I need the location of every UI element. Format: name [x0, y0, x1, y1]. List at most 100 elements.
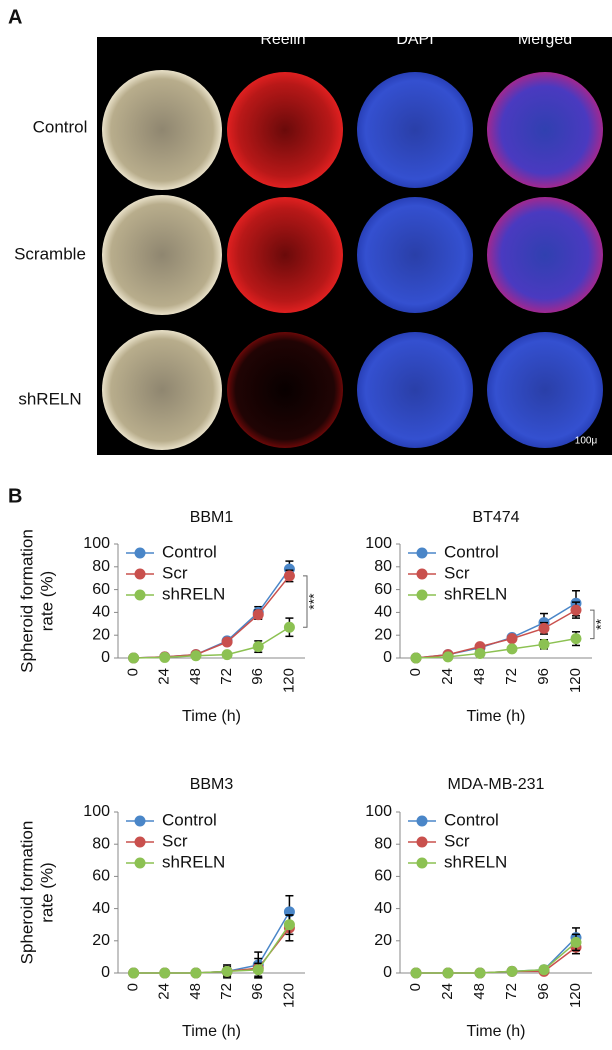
x-tick-label: 0: [407, 983, 424, 991]
x-tick-label: 0: [125, 668, 142, 676]
y-tick-label: 40: [92, 604, 110, 621]
point: [538, 622, 550, 634]
x-tick-label: 0: [125, 983, 142, 991]
x-tick-label: 48: [187, 668, 204, 685]
point: [252, 964, 264, 976]
legend-marker: [416, 836, 428, 848]
y-tick-label: 80: [374, 558, 392, 575]
y-tick-label: 20: [374, 626, 392, 643]
y-axis-label: rate (%): [37, 571, 56, 631]
x-tick-label: 24: [439, 983, 456, 1000]
x-tick-label: 72: [503, 983, 520, 1000]
point: [474, 967, 486, 979]
point: [190, 967, 202, 979]
y-tick-label: 60: [92, 581, 110, 598]
legend-marker: [416, 815, 428, 827]
panel-label: B: [8, 485, 22, 507]
point: [283, 919, 295, 931]
y-axis-label: Spheroid formation: [17, 821, 36, 965]
x-axis-label: Time (h): [182, 1023, 241, 1040]
legend-label: shRELN: [444, 852, 507, 871]
legend-label: Control: [444, 810, 499, 829]
y-tick-label: 60: [374, 868, 392, 885]
column-label: Merged: [518, 31, 572, 48]
point: [190, 650, 202, 662]
point: [570, 604, 582, 616]
column-label: DAPI: [396, 31, 433, 48]
x-tick-label: 120: [567, 668, 584, 693]
point: [442, 967, 454, 979]
series-line: [133, 626, 290, 659]
x-tick-label: 24: [156, 668, 173, 685]
legend-label: Scr: [444, 563, 470, 582]
x-tick-label: 48: [187, 983, 204, 1000]
x-tick-label: 72: [503, 668, 520, 685]
point: [410, 652, 422, 664]
x-axis-label: Time (h): [467, 1023, 526, 1040]
y-tick-label: 80: [92, 558, 110, 575]
x-axis-label: Time (h): [467, 708, 526, 725]
x-tick-label: 24: [439, 668, 456, 685]
point: [128, 652, 140, 664]
y-tick-label: 20: [92, 932, 110, 949]
legend-marker: [134, 857, 146, 869]
point: [221, 636, 233, 648]
x-tick-label: 48: [471, 983, 488, 1000]
y-tick-label: 40: [374, 604, 392, 621]
chart-title: BBM1: [190, 509, 234, 526]
y-tick-label: 0: [383, 964, 392, 981]
y-tick-label: 0: [101, 964, 110, 981]
legend-label: shRELN: [162, 852, 225, 871]
series-line: [416, 946, 577, 974]
legend-marker: [134, 836, 146, 848]
legend-marker: [134, 589, 146, 601]
point: [252, 609, 264, 621]
legend-label: Scr: [162, 831, 188, 850]
x-tick-label: 96: [249, 983, 266, 1000]
series-line: [416, 937, 577, 974]
chart-title: MDA-MB-231: [448, 776, 545, 793]
series-line: [133, 568, 291, 659]
y-tick-label: 0: [101, 649, 110, 666]
point: [252, 641, 264, 653]
y-axis-label: Spheroid formation: [17, 529, 36, 673]
series-line: [416, 941, 577, 974]
y-tick-label: 80: [374, 835, 392, 852]
point: [221, 965, 233, 977]
y-tick-label: 60: [92, 868, 110, 885]
point: [538, 964, 550, 976]
x-tick-label: 96: [535, 983, 552, 1000]
x-tick-label: 120: [280, 983, 297, 1008]
y-tick-label: 100: [365, 535, 392, 552]
column-label: Reelin: [260, 31, 305, 48]
legend-label: Control: [444, 542, 499, 561]
point: [283, 621, 295, 633]
legend-marker: [134, 568, 146, 580]
micrographs: [102, 70, 603, 450]
x-tick-label: 72: [218, 668, 235, 685]
x-tick-label: 24: [156, 983, 173, 1000]
series-line: [415, 602, 577, 659]
y-tick-label: 20: [374, 932, 392, 949]
y-tick-label: 40: [92, 900, 110, 917]
point: [283, 570, 295, 582]
point: [506, 633, 518, 645]
legend-marker: [416, 547, 428, 559]
legend-marker: [134, 815, 146, 827]
y-tick-label: 20: [92, 626, 110, 643]
y-tick-label: 0: [383, 649, 392, 666]
point: [506, 965, 518, 977]
series-line: [133, 911, 291, 974]
legend-label: shRELN: [444, 584, 507, 603]
x-tick-label: 48: [471, 668, 488, 685]
x-tick-label: 96: [535, 668, 552, 685]
x-axis-label: Time (h): [182, 708, 241, 725]
legend-label: Scr: [444, 831, 470, 850]
point: [474, 647, 486, 659]
y-tick-label: 100: [83, 535, 110, 552]
point: [506, 643, 518, 655]
y-tick-label: 100: [365, 803, 392, 820]
legend-label: Control: [162, 542, 217, 561]
